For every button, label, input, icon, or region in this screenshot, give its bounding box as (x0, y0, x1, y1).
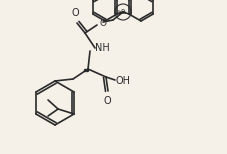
Text: O: O (71, 8, 79, 18)
Text: OH: OH (115, 76, 130, 86)
Text: NH: NH (95, 43, 110, 53)
Text: Ans: Ans (117, 10, 127, 14)
Text: O: O (103, 96, 111, 106)
Text: 9: 9 (121, 9, 125, 15)
Text: O: O (99, 18, 106, 28)
